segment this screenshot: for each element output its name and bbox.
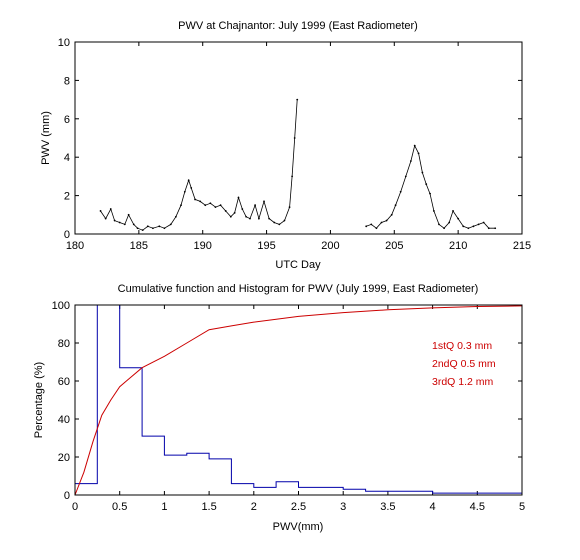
top-ytick-label: 10 bbox=[58, 37, 70, 49]
top-ytick-label: 0 bbox=[64, 229, 70, 241]
histogram-bar bbox=[97, 305, 119, 495]
top-ytick-label: 2 bbox=[64, 191, 70, 203]
bottom-xtick-label: 0.5 bbox=[112, 501, 127, 513]
histogram-bar bbox=[410, 491, 432, 495]
histogram-bar bbox=[187, 453, 209, 495]
bottom-ytick-label: 60 bbox=[58, 376, 70, 388]
cumulative-line bbox=[74, 305, 523, 496]
bottom-ytick-label: 0 bbox=[64, 490, 70, 502]
top-xtick-label: 195 bbox=[257, 240, 275, 252]
bottom-xtick-label: 5 bbox=[519, 501, 525, 513]
bottom-ytick-label: 100 bbox=[52, 300, 70, 312]
bottom-xtick-label: 4.5 bbox=[470, 501, 485, 513]
bottom-xtick-label: 1 bbox=[161, 501, 167, 513]
histogram-bar bbox=[164, 455, 186, 495]
top-ytick-label: 6 bbox=[64, 114, 70, 126]
annotation-third-quartile: 3rdQ 1.2 mm bbox=[432, 376, 494, 388]
pwv-histogram-chart: Cumulative function and Histogram for PW… bbox=[33, 283, 525, 533]
histogram-bar bbox=[388, 491, 410, 495]
top-ytick-label: 4 bbox=[64, 152, 70, 164]
bottom-chart-title: Cumulative function and Histogram for PW… bbox=[118, 283, 479, 295]
top-chart-frame bbox=[74, 41, 523, 235]
bottom-xtick-label: 1.5 bbox=[201, 501, 216, 513]
bottom-xtick-label: 2.5 bbox=[291, 501, 306, 513]
bottom-xtick-label: 0 bbox=[72, 501, 78, 513]
bottom-xtick-label: 3.5 bbox=[380, 501, 395, 513]
bottom-chart-frame bbox=[74, 304, 523, 496]
histogram-bar bbox=[254, 487, 276, 495]
top-xtick-label: 210 bbox=[449, 240, 467, 252]
annotation-second-quartile: 2ndQ 0.5 mm bbox=[432, 358, 496, 370]
top-chart-title: PWV at Chajnantor: July 1999 (East Radio… bbox=[178, 20, 418, 32]
bottom-ytick-label: 40 bbox=[58, 414, 70, 426]
annotation-first-quartile: 1stQ 0.3 mm bbox=[432, 340, 492, 352]
histogram-bar bbox=[343, 489, 365, 495]
top-xtick-label: 180 bbox=[66, 240, 84, 252]
bottom-xtick-label: 3 bbox=[340, 501, 346, 513]
histogram-bar bbox=[142, 436, 164, 495]
histogram-bar bbox=[299, 487, 321, 495]
top-xtick-label: 190 bbox=[194, 240, 212, 252]
top-chart-xlabel: UTC Day bbox=[275, 259, 321, 271]
histogram-bar bbox=[120, 368, 142, 495]
pwv-trace-line bbox=[100, 99, 496, 231]
bottom-ytick-label: 20 bbox=[58, 452, 70, 464]
bottom-xtick-label: 4 bbox=[430, 501, 436, 513]
top-xtick-label: 200 bbox=[321, 240, 339, 252]
bottom-ytick-label: 80 bbox=[58, 338, 70, 350]
histogram-outline bbox=[74, 304, 522, 495]
top-xtick-label: 215 bbox=[513, 240, 531, 252]
top-chart-points bbox=[99, 98, 497, 232]
histogram-bar bbox=[276, 482, 298, 495]
pwv-timeseries-chart: PWV at Chajnantor: July 1999 (East Radio… bbox=[40, 20, 531, 271]
top-ytick-label: 8 bbox=[64, 75, 70, 87]
bottom-chart-xlabel: PWV(mm) bbox=[273, 521, 324, 533]
histogram-bar bbox=[321, 487, 343, 495]
top-chart-ylabel: PWV (mm) bbox=[40, 111, 52, 165]
bottom-xtick-label: 2 bbox=[251, 501, 257, 513]
histogram-bar bbox=[366, 491, 388, 495]
top-xtick-label: 185 bbox=[130, 240, 148, 252]
bottom-chart-ylabel: Percentage (%) bbox=[33, 362, 45, 438]
top-xtick-label: 205 bbox=[385, 240, 403, 252]
histogram-bar bbox=[231, 484, 253, 495]
histogram-bar bbox=[209, 459, 231, 495]
